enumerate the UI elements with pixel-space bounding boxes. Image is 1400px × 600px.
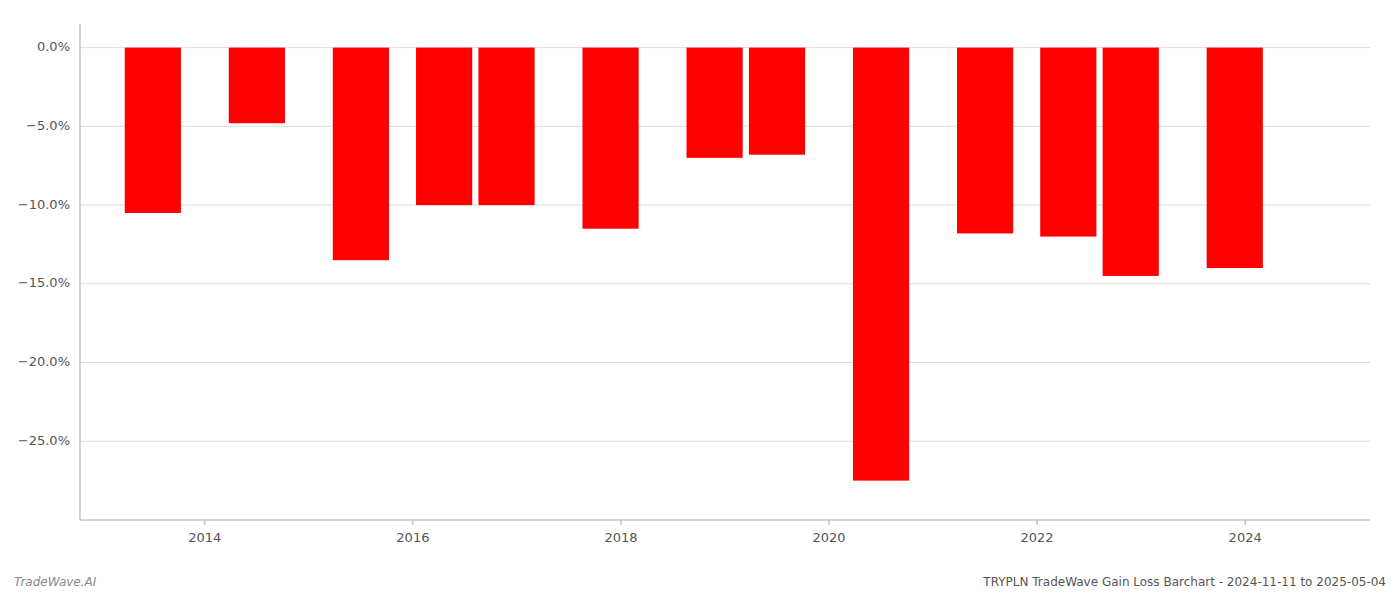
grid-line: [80, 283, 1370, 284]
x-tick-label: 2018: [604, 530, 637, 545]
x-tick: [829, 520, 830, 525]
grid-line: [80, 205, 1370, 206]
x-axis-line: [80, 520, 1370, 521]
watermark: TradeWave.AI: [14, 575, 97, 589]
x-tick-label: 2022: [1021, 530, 1054, 545]
x-tick: [1245, 520, 1246, 525]
bars: [125, 48, 1263, 481]
y-axis-line: [80, 24, 81, 520]
bar: [416, 48, 472, 205]
bar: [478, 48, 534, 205]
y-tick-label: −5.0%: [26, 118, 70, 133]
y-tick-label: −20.0%: [18, 354, 70, 369]
bar: [749, 48, 805, 155]
bar: [957, 48, 1013, 234]
bar: [1207, 48, 1263, 268]
x-tick: [412, 520, 413, 525]
y-tick-label: −25.0%: [18, 433, 70, 448]
bar: [1040, 48, 1096, 237]
bar: [1103, 48, 1159, 276]
grid: [80, 48, 1370, 442]
x-tick: [204, 520, 205, 525]
bar: [582, 48, 638, 229]
grid-line: [80, 441, 1370, 442]
x-tick: [1037, 520, 1038, 525]
y-tick-label: −10.0%: [18, 197, 70, 212]
bar: [125, 48, 181, 213]
y-tick-label: −15.0%: [18, 275, 70, 290]
bar: [687, 48, 743, 158]
x-tick-label: 2024: [1229, 530, 1262, 545]
bar: [229, 48, 285, 124]
title: TRYPLN TradeWave Gain Loss Barchart - 20…: [982, 575, 1386, 589]
bar: [853, 48, 909, 481]
x-tick-label: 2014: [188, 530, 221, 545]
x-tick: [620, 520, 621, 525]
chart: 0.0% −5.0% −10.0% −15.0% −20.0% −25.0% 2014 201…: [0, 0, 1400, 600]
x-tick-label: 2020: [812, 530, 845, 545]
grid-line: [80, 362, 1370, 363]
x-tick-label: 2016: [396, 530, 429, 545]
bar: [333, 48, 389, 261]
y-tick-label: 0.0%: [37, 39, 70, 54]
